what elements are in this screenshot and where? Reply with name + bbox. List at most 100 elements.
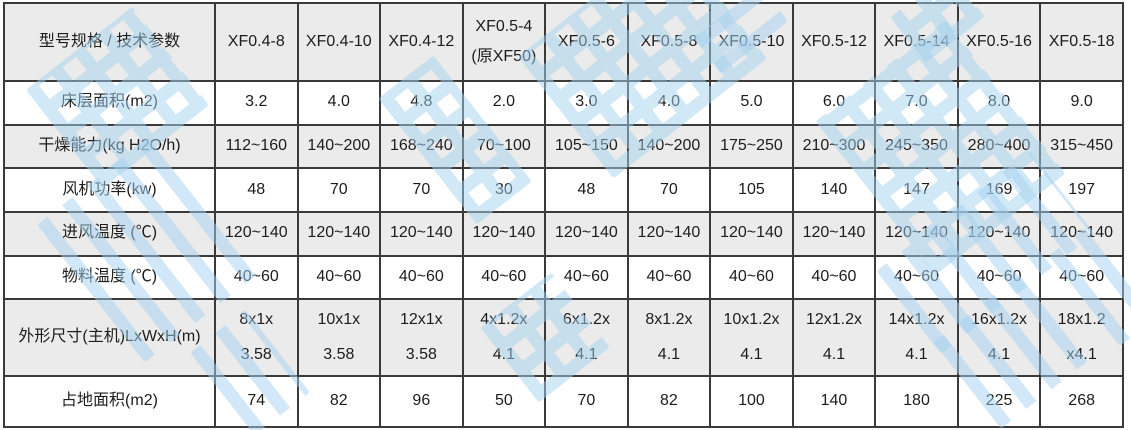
table-row: 风机功率(kw) 48 70 70 30 48 70 105 140 147 169 197 (3, 167, 1124, 213)
table-cell: 40~60 (791, 254, 877, 301)
table-cell: 112~160 (214, 123, 299, 170)
table-cell: 6.0 (791, 80, 877, 126)
column-header: XF0.5-18 (1039, 2, 1124, 82)
table-cell: 210~300 (791, 123, 877, 170)
table-cell: 140~200 (296, 123, 382, 170)
table-row: 干燥能力(kg H2O/h) 112~160 140~200 168~240 70~10… (3, 123, 1124, 170)
table-cell: 12x1x 3.58 (379, 298, 464, 378)
table-cell: 180 (874, 375, 959, 428)
table-cell: 40~60 (874, 254, 959, 301)
table-cell: 120~140 (461, 210, 547, 257)
table-cell: 120~140 (709, 210, 794, 257)
table-cell: 40~60 (461, 254, 547, 301)
table-cell: 140~200 (626, 123, 712, 170)
table-cell: 7.0 (874, 80, 959, 126)
table-row: 占地面积(m2) 74 82 96 50 70 82 100 140 180 225 268 (3, 375, 1124, 428)
table-cell: 50 (461, 375, 547, 428)
table-cell: 245~350 (874, 123, 959, 170)
table-cell: 4x1.2x 4.1 (461, 298, 547, 378)
table-cell: 96 (379, 375, 464, 428)
table-cell: 40~60 (626, 254, 712, 301)
table-cell: 6x1.2x 4.1 (544, 298, 629, 378)
table-cell: 10x1.2x 4.1 (709, 298, 794, 378)
table-cell: 120~140 (626, 210, 712, 257)
column-header: XF0.5-6 (544, 2, 629, 82)
table-cell: 70 (544, 375, 629, 428)
corner-header: 型号规格 / 技术参数 (3, 2, 216, 82)
table-cell: 40~60 (709, 254, 794, 301)
table-cell: 4.0 (626, 80, 712, 126)
row-label: 物料温度 (℃) (3, 254, 216, 301)
column-header: XF0.5-4 (原XF50) (461, 2, 547, 82)
table-cell: 120~140 (214, 210, 299, 257)
column-header: XF0.5-8 (626, 2, 712, 82)
table-cell: 10x1x 3.58 (296, 298, 382, 378)
table-cell: 105~150 (544, 123, 629, 170)
table-cell: 70 (379, 167, 464, 213)
table-cell: 40~60 (379, 254, 464, 301)
column-header: XF0.5-16 (956, 2, 1042, 82)
table-cell: 48 (544, 167, 629, 213)
table-cell: 40~60 (544, 254, 629, 301)
table-cell: 12x1.2x 4.1 (791, 298, 877, 378)
header-row: 型号规格 / 技术参数 XF0.4-8 XF0.4-10 XF0.4-12 XF0.5-… (3, 2, 1124, 82)
table-cell: 120~140 (296, 210, 382, 257)
table-cell: 70~100 (461, 123, 547, 170)
column-header: XF0.4-8 (214, 2, 299, 82)
table-cell: 30 (461, 167, 547, 213)
table-cell: 4.0 (296, 80, 382, 126)
table-cell: 268 (1039, 375, 1124, 428)
row-label: 风机功率(kw) (3, 167, 216, 213)
table-cell: 70 (296, 167, 382, 213)
table-cell: 225 (956, 375, 1042, 428)
table-row: 外形尺寸(主机)LxWxH(m) 8x1x 3.58 10x1x 3.58 12x1x… (3, 298, 1124, 378)
table-cell: 3.2 (214, 80, 299, 126)
table-cell: 70 (626, 167, 712, 213)
table-cell: 120~140 (956, 210, 1042, 257)
column-header: XF0.4-10 (296, 2, 382, 82)
table-cell: 140 (791, 167, 877, 213)
table-cell: 280~400 (956, 123, 1042, 170)
row-label: 床层面积(m2) (3, 80, 216, 126)
spec-table: 型号规格 / 技术参数 XF0.4-8 XF0.4-10 XF0.4-12 XF0.5-… (3, 2, 1124, 428)
table-cell: 14x1.2x 4.1 (874, 298, 959, 378)
table-cell: 82 (296, 375, 382, 428)
table-row: 进风温度 (℃) 120~140 120~140 120~140 120~140 120~… (3, 210, 1124, 257)
column-header: XF0.5-10 (709, 2, 794, 82)
table-row: 物料温度 (℃) 40~60 40~60 40~60 40~60 40~60 40~60 40… (3, 254, 1124, 301)
table-row: 床层面积(m2) 3.2 4.0 4.8 2.0 3.0 4.0 5.0 6.0 7.0 8.0 9.… (3, 80, 1124, 126)
table-cell: 197 (1039, 167, 1124, 213)
table-cell: 40~60 (296, 254, 382, 301)
column-header: XF0.5-12 (791, 2, 877, 82)
table-cell: 168~240 (379, 123, 464, 170)
table-cell: 48 (214, 167, 299, 213)
table-cell: 147 (874, 167, 959, 213)
table-cell: 169 (956, 167, 1042, 213)
table-cell: 120~140 (874, 210, 959, 257)
table-cell: 175~250 (709, 123, 794, 170)
table-cell: 120~140 (544, 210, 629, 257)
table-cell: 82 (626, 375, 712, 428)
table-cell: 2.0 (461, 80, 547, 126)
table-cell: 315~450 (1039, 123, 1124, 170)
table-cell: 100 (709, 375, 794, 428)
table-cell: 40~60 (956, 254, 1042, 301)
table-cell: 5.0 (709, 80, 794, 126)
table-cell: 40~60 (1039, 254, 1124, 301)
table-cell: 105 (709, 167, 794, 213)
table-cell: 18x1.2 x4.1 (1039, 298, 1124, 378)
table-cell: 9.0 (1039, 80, 1124, 126)
table-cell: 4.8 (379, 80, 464, 126)
row-label: 外形尺寸(主机)LxWxH(m) (3, 298, 216, 378)
row-label: 进风温度 (℃) (3, 210, 216, 257)
column-header: XF0.4-12 (379, 2, 464, 82)
column-header: XF0.5-14 (874, 2, 959, 82)
table-cell: 8.0 (956, 80, 1042, 126)
table-body: 床层面积(m2) 3.2 4.0 4.8 2.0 3.0 4.0 5.0 6.0 7.0 8.0 9.… (3, 80, 1124, 428)
table-cell: 120~140 (791, 210, 877, 257)
row-label: 干燥能力(kg H2O/h) (3, 123, 216, 170)
table-cell: 74 (214, 375, 299, 428)
table-cell: 120~140 (379, 210, 464, 257)
table-cell: 40~60 (214, 254, 299, 301)
